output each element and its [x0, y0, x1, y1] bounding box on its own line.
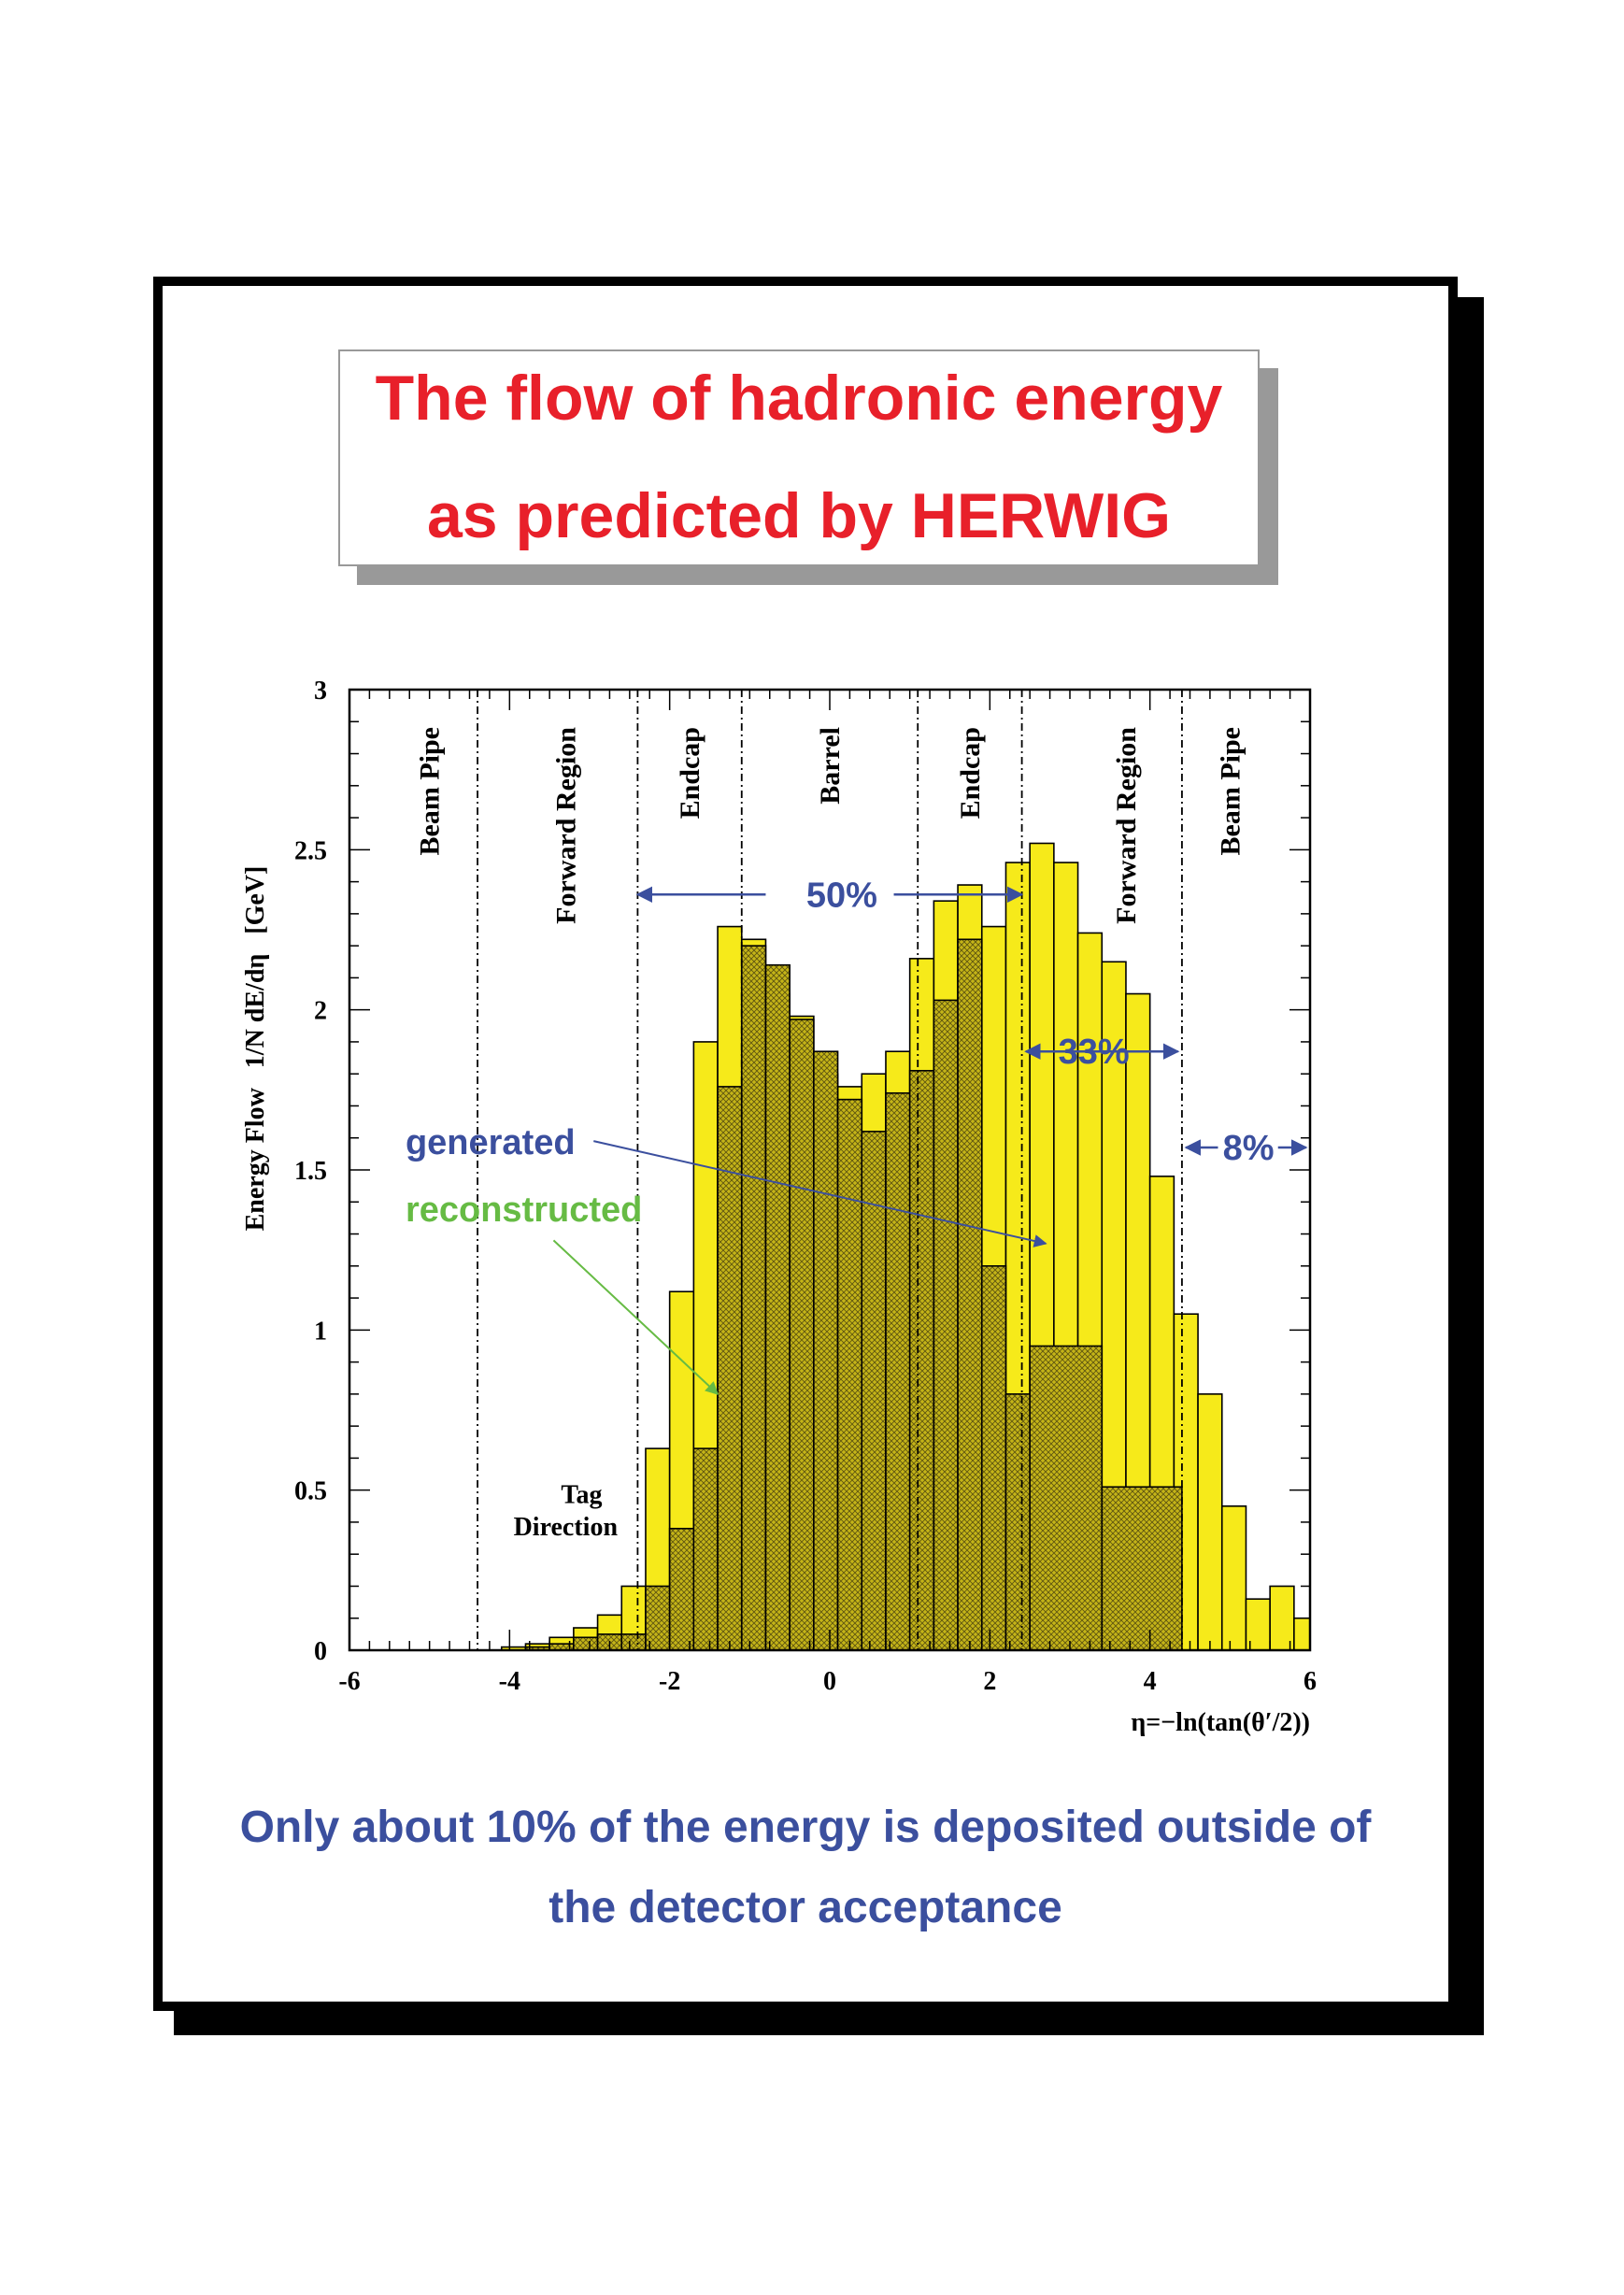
y-tick-label: 2.5	[294, 836, 327, 865]
caption-line-1: Only about 10% of the energy is deposite…	[239, 1803, 1372, 1852]
title-line-1: The flow of hadronic energy	[375, 363, 1223, 434]
region-label-0: Beam Pipe	[415, 727, 446, 855]
title-line-2: as predicted by HERWIG	[426, 480, 1172, 551]
reconstructed-bar-5	[645, 1585, 671, 1651]
y-tick-label: 1.5	[294, 1157, 327, 1186]
x-tick-label: -6	[338, 1667, 360, 1696]
reconstructed-bar-15	[885, 1091, 911, 1651]
x-tick-label: 6	[1303, 1667, 1317, 1696]
x-tick-label: 0	[823, 1667, 836, 1696]
y-tick-label: 2	[314, 997, 327, 1026]
generated-bar-33	[1293, 1617, 1311, 1651]
legend-generated-arrow	[593, 1140, 1047, 1247]
y-tick-label: 1	[314, 1317, 327, 1346]
x-tick-label: 4	[1144, 1667, 1157, 1696]
title-box: The flow of hadronic energy as predicted…	[338, 349, 1260, 566]
reconstructed-bar-14	[861, 1131, 887, 1651]
reconstructed-bar-11	[789, 1019, 815, 1651]
reconstructed-bar-2	[573, 1636, 599, 1651]
region-label-5: Forward Region	[1111, 727, 1142, 924]
reconstructed-bar-6	[668, 1527, 695, 1651]
pct-33-label: 33%	[1059, 1033, 1130, 1072]
x-tick-label: 2	[983, 1667, 996, 1696]
reconstructed-bar-22	[1101, 1486, 1183, 1651]
x-tick-label: -2	[659, 1667, 680, 1696]
reconstructed-bar-9	[740, 945, 767, 1651]
legend-generated-label: generated	[406, 1123, 576, 1162]
y-tick-label: 0.5	[294, 1477, 327, 1506]
reconstructed-bar-16	[908, 1069, 935, 1651]
generated-bar-32	[1269, 1585, 1295, 1651]
y-tick-label: 3	[314, 677, 327, 706]
reconstructed-bar-4	[620, 1633, 647, 1651]
reconstructed-bar-20	[1004, 1393, 1031, 1651]
region-label-6: Beam Pipe	[1215, 727, 1246, 855]
region-labels: Beam Pipe Forward Region Endcap Barrel Endca…	[415, 727, 1246, 924]
region-label-4: Endcap	[955, 727, 986, 819]
reconstructed-series	[524, 938, 1183, 1651]
reconstructed-bar-19	[980, 1265, 1007, 1651]
reconstructed-bar-13	[836, 1098, 863, 1651]
tag-direction-label-line-1: Tag	[561, 1481, 602, 1510]
region-label-2: Endcap	[675, 727, 705, 819]
reconstructed-bar-12	[813, 1050, 839, 1651]
reconstructed-bar-7	[692, 1447, 719, 1651]
x-tick-label: -4	[499, 1667, 520, 1696]
generated-bar-30	[1220, 1505, 1247, 1651]
x-axis-label: η=−ln(tan(θ′/2))	[1131, 1708, 1310, 1737]
reconstructed-bar-17	[933, 999, 959, 1651]
pct-8-label: 8%	[1223, 1129, 1275, 1168]
caption-line-2: the detector acceptance	[548, 1883, 1062, 1932]
generated-bar-29	[1197, 1393, 1223, 1651]
percentage-annotations: 50% 33% 8% generated reconstructed	[406, 876, 1308, 1395]
tag-direction-label-line-2: Direction	[514, 1513, 619, 1542]
reconstructed-bar-18	[957, 938, 983, 1651]
reconstructed-bar-21	[1029, 1345, 1104, 1651]
y-tick-label: 0	[314, 1637, 327, 1666]
legend-reconstructed-label: reconstructed	[406, 1190, 642, 1230]
legend-reconstructed-arrow	[552, 1239, 719, 1395]
region-label-1: Forward Region	[550, 727, 581, 924]
y-axis-label: Energy Flow 1/N dE/dη [GeV]	[241, 866, 270, 1232]
pct-50-label: 50%	[806, 876, 877, 915]
reconstructed-bar-10	[764, 963, 791, 1651]
axis-ticks	[349, 689, 1311, 1651]
region-label-3: Barrel	[815, 727, 846, 805]
tick-labels: -6 -4 -2 0 2 4 6 0 0.5 1 1.5 2 2.5 3	[294, 677, 1317, 1696]
